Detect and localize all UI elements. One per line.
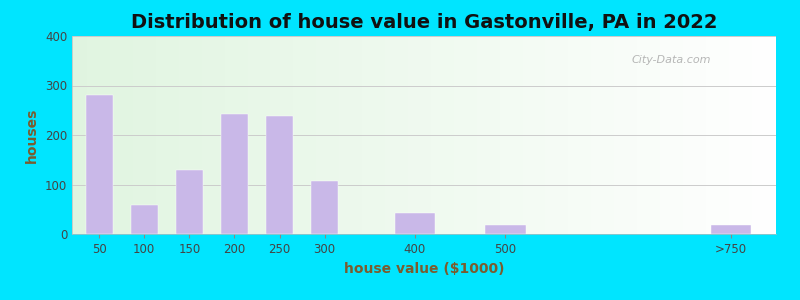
Bar xyxy=(221,114,248,234)
X-axis label: house value ($1000): house value ($1000) xyxy=(344,262,504,276)
Y-axis label: houses: houses xyxy=(26,107,39,163)
Text: City-Data.com: City-Data.com xyxy=(632,55,711,65)
Bar xyxy=(176,170,203,234)
Bar xyxy=(710,225,751,234)
Bar xyxy=(130,205,158,234)
Bar xyxy=(266,116,293,234)
Bar xyxy=(86,95,113,234)
Bar xyxy=(311,181,338,234)
Bar xyxy=(485,225,526,234)
Title: Distribution of house value in Gastonville, PA in 2022: Distribution of house value in Gastonvil… xyxy=(130,13,718,32)
Bar xyxy=(394,213,435,234)
